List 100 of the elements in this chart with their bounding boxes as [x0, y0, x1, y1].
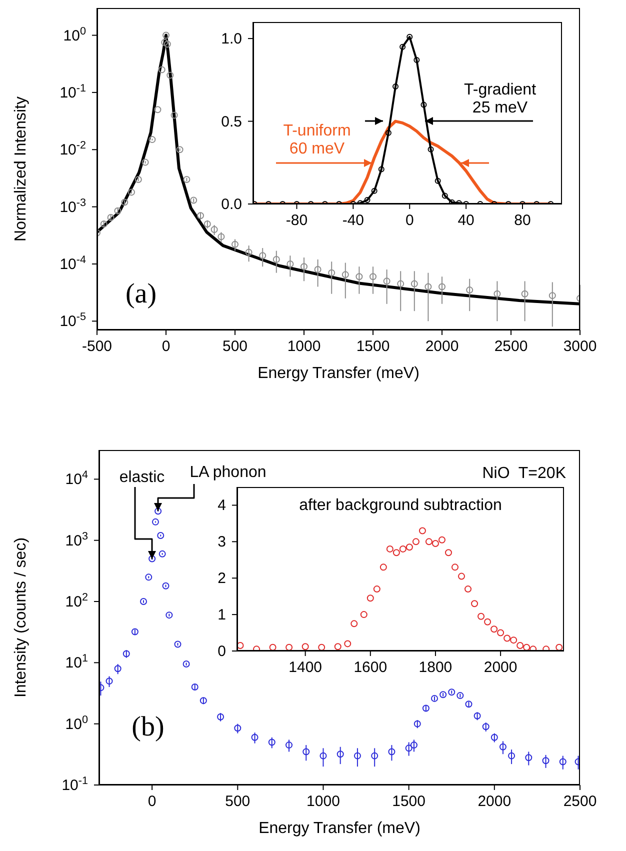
- annotation: (b): [132, 712, 164, 744]
- point: [466, 286, 474, 294]
- point: [100, 220, 108, 228]
- point: [134, 176, 142, 184]
- point: [251, 734, 258, 741]
- point: [448, 688, 456, 696]
- y-tick-label: 1.0: [221, 30, 242, 48]
- y-tick-label: 10$^{4}$: [65, 469, 88, 488]
- point: [471, 600, 478, 608]
- x-tick-label: 500: [225, 793, 250, 810]
- point: [161, 38, 168, 46]
- y-tick-label: 10$^{-2}$: [60, 140, 86, 159]
- text: after background subtraction: [298, 497, 503, 515]
- point: [371, 752, 378, 760]
- point: [490, 626, 498, 633]
- point: [414, 720, 421, 728]
- point: [490, 734, 498, 741]
- y-tick-label: 10$^{3}$: [65, 530, 88, 550]
- point: [148, 555, 156, 562]
- y-tick-label: 10$^{0}$: [65, 714, 88, 733]
- point: [548, 292, 556, 300]
- point: [410, 742, 418, 749]
- point: [412, 538, 420, 546]
- x-axis-title: Energy Transfer (meV): [258, 365, 420, 382]
- x-tick-label: 3000: [563, 338, 597, 355]
- point: [354, 752, 361, 760]
- point: [388, 748, 396, 756]
- x-tick-label: 2000: [478, 793, 512, 810]
- point: [516, 642, 524, 650]
- point: [300, 263, 308, 270]
- point: [174, 640, 182, 648]
- point: [176, 146, 184, 154]
- point: [204, 220, 211, 228]
- y-tick-label: 0: [218, 643, 226, 660]
- annotation: LA phonon: [190, 464, 266, 482]
- point: [456, 692, 464, 700]
- x-axis-title: Energy Transfer (meV): [258, 820, 420, 837]
- point: [410, 280, 418, 288]
- point: [200, 697, 207, 704]
- y-tick-label: 10$^{-1}$: [62, 775, 88, 794]
- x-tick-label: 1500: [356, 338, 390, 355]
- x-tick-label: 2000: [484, 659, 518, 676]
- x-tick-label: 80: [514, 212, 531, 229]
- point: [392, 84, 399, 90]
- point: [182, 660, 190, 668]
- point: [542, 646, 550, 651]
- point: [370, 273, 376, 280]
- y-tick-label: 1: [218, 606, 226, 624]
- point: [106, 678, 113, 685]
- point: [286, 644, 293, 651]
- point: [373, 586, 380, 593]
- point: [383, 278, 390, 285]
- point: [482, 723, 490, 730]
- point: [399, 545, 406, 552]
- point: [318, 644, 326, 651]
- point: [197, 212, 204, 220]
- point: [497, 629, 504, 636]
- point: [494, 290, 501, 298]
- point: [406, 34, 413, 40]
- point: [320, 752, 327, 760]
- y-tick-label: 10$^{2}$: [65, 592, 88, 611]
- point: [302, 643, 309, 650]
- y-tick-label: 10$^{-5}$: [60, 311, 86, 330]
- point: [508, 752, 516, 760]
- point: [559, 758, 566, 766]
- point: [145, 574, 152, 581]
- point: [350, 620, 358, 628]
- x-tick-label: 2000: [425, 338, 459, 355]
- point: [400, 44, 406, 50]
- y-axis-title: Intensity (counts / sec): [12, 537, 30, 698]
- point: [428, 146, 434, 152]
- y-tick-label: 2: [218, 570, 226, 588]
- point: [510, 636, 518, 644]
- point: [464, 586, 472, 593]
- point: [525, 754, 532, 762]
- annotation: NiO T=20K: [482, 465, 566, 483]
- point: [190, 196, 198, 204]
- point: [166, 72, 174, 79]
- point: [386, 545, 394, 552]
- y-tick-label: 0.5: [221, 113, 242, 130]
- point: [440, 691, 447, 698]
- point: [191, 684, 198, 691]
- x-tick-label: 0: [405, 212, 414, 229]
- point: [422, 704, 430, 712]
- point: [107, 214, 114, 221]
- point: [392, 549, 400, 556]
- point: [131, 628, 138, 636]
- point: [523, 644, 530, 651]
- y-tick-label: 10$^{-1}$: [60, 82, 86, 102]
- point: [157, 532, 164, 540]
- annotation: (a): [125, 278, 157, 310]
- point: [272, 256, 280, 263]
- point: [434, 178, 441, 184]
- point: [121, 198, 128, 206]
- point: [397, 280, 404, 288]
- point: [458, 572, 466, 580]
- x-tick-label: 1400: [288, 659, 322, 676]
- point: [371, 188, 378, 194]
- point: [218, 233, 225, 240]
- x-tick-label: 500: [222, 338, 248, 355]
